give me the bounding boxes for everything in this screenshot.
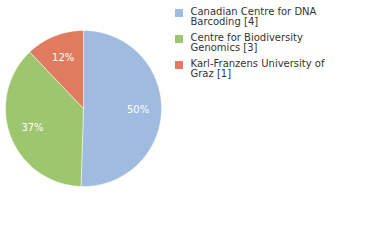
svg-text:Karl-Franzens University ofGra: Karl-Franzens University ofGraz [1] (191, 58, 325, 79)
svg-text:37%: 37% (21, 122, 43, 133)
svg-text:Canadian Centre for DNABarcodi: Canadian Centre for DNABarcoding [4] (191, 6, 317, 27)
svg-text:12%: 12% (52, 52, 74, 63)
svg-text:50%: 50% (127, 104, 149, 115)
svg-text:Centre for BiodiversityGenomic: Centre for BiodiversityGenomics [3] (191, 32, 304, 53)
